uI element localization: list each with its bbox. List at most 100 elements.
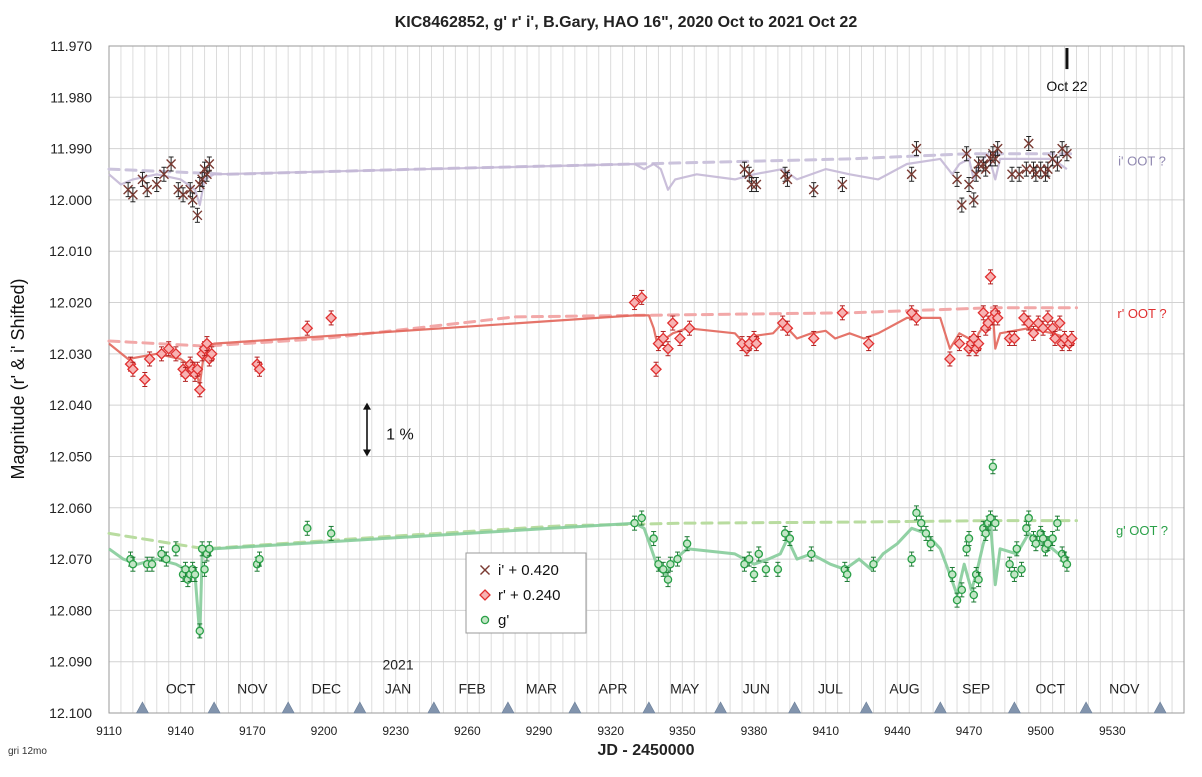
data-point [782, 174, 793, 185]
data-point [158, 169, 169, 180]
data-point [1053, 317, 1066, 329]
data-point [1046, 322, 1059, 335]
data-point [780, 169, 791, 180]
data-point [977, 306, 990, 319]
x-tick-label: 9350 [669, 724, 696, 738]
data-point [1043, 539, 1053, 548]
y-axis-label: Magnitude (r' & i' Shifted) [8, 279, 28, 480]
marker-stroke [1007, 169, 1017, 180]
month-label: OCT [1035, 681, 1065, 697]
data-point [948, 570, 957, 579]
marker-stroke [166, 159, 177, 170]
data-point [992, 143, 1003, 154]
marker-stroke [1061, 148, 1072, 159]
data-point [637, 513, 646, 523]
month-boundary-marker [501, 701, 515, 714]
marker-stroke [178, 189, 189, 200]
data-point [1028, 164, 1039, 175]
data-point [650, 363, 662, 376]
data-point [943, 353, 956, 365]
data-point [179, 368, 192, 381]
marker-stroke [192, 210, 203, 221]
legend-label: g' [498, 612, 509, 629]
oct22-label: Oct 22 [1046, 78, 1087, 94]
data-point [1053, 518, 1062, 528]
data-point [630, 518, 639, 528]
month-boundary-marker [135, 701, 149, 714]
data-point [991, 312, 1004, 324]
marker-stroke [151, 179, 162, 190]
model-line-r [108, 311, 1070, 386]
data-point [912, 508, 921, 518]
data-point [911, 143, 922, 154]
month-label: MAY [670, 681, 700, 697]
scale-label: 1 % [386, 426, 414, 443]
x-tick-label: 9530 [1099, 724, 1126, 738]
data-point [1017, 565, 1026, 574]
data-point [780, 529, 790, 538]
x-tick-label: 9500 [1027, 724, 1054, 738]
marker-stroke [1047, 153, 1058, 164]
data-point [1031, 539, 1041, 548]
data-point [836, 306, 849, 319]
data-point [962, 544, 971, 554]
month-boundary-marker [427, 701, 441, 714]
marker-stroke [1023, 138, 1034, 149]
legend-marker [479, 589, 491, 601]
data-point [205, 347, 218, 360]
data-point [952, 595, 962, 605]
month-label: SEP [962, 681, 990, 697]
data-point [973, 159, 984, 170]
data-point [1048, 534, 1057, 543]
data-point [683, 322, 696, 335]
data-point [1040, 169, 1051, 180]
y-tick-label: 11.990 [50, 141, 92, 157]
month-label: FEB [458, 681, 485, 697]
data-point [143, 353, 156, 365]
y-tick-label: 12.000 [49, 192, 92, 208]
data-point [155, 347, 168, 360]
data-point [956, 200, 967, 211]
data-point [628, 296, 641, 309]
data-point [162, 554, 171, 564]
x-tick-label: 9110 [96, 724, 122, 738]
marker-stroke [746, 179, 757, 190]
y-tick-label: 12.100 [49, 705, 92, 721]
data-point [754, 549, 764, 559]
legend: i' + 0.420 r' + 0.240 g' [465, 552, 587, 634]
data-point [785, 534, 795, 543]
data-point [991, 518, 1000, 528]
data-point [808, 184, 819, 195]
data-point [663, 575, 673, 584]
marker-stroke [744, 169, 755, 180]
data-point [1012, 544, 1022, 554]
marker-stroke [137, 174, 148, 185]
data-point [964, 534, 974, 543]
data-point [1008, 332, 1021, 345]
month-label: APR [599, 681, 628, 697]
y-tick-label: 12.040 [49, 397, 92, 413]
series-0 [123, 135, 1072, 223]
data-point [128, 559, 138, 569]
marker-stroke [1014, 169, 1025, 180]
data-point [187, 194, 198, 205]
data-point [205, 544, 214, 554]
month-label: AUG [889, 681, 919, 697]
y-tick-label: 12.010 [49, 243, 92, 259]
legend-label: i' + 0.420 [498, 562, 559, 579]
chart-title: KIC8462852, g' r' i', B.Gary, HAO 16", 2… [395, 14, 858, 31]
x-tick-label: 9470 [956, 724, 983, 738]
data-point [635, 291, 648, 304]
oot-label: i' OOT ? [1118, 153, 1166, 168]
month-label: JUN [743, 681, 770, 697]
oot-label: g' OOT ? [1116, 523, 1168, 538]
marker-stroke [1035, 164, 1046, 175]
data-point [740, 559, 749, 569]
marker-stroke [204, 159, 215, 170]
month-label: OCT [166, 681, 196, 697]
month-label: NOV [1109, 681, 1140, 697]
data-point [1023, 138, 1034, 149]
marker-stroke [837, 179, 848, 190]
plot-area: 11.970 11.980 11.990 12.000 12.010 12.020 12.0… [49, 38, 1185, 738]
data-point [1065, 332, 1078, 345]
